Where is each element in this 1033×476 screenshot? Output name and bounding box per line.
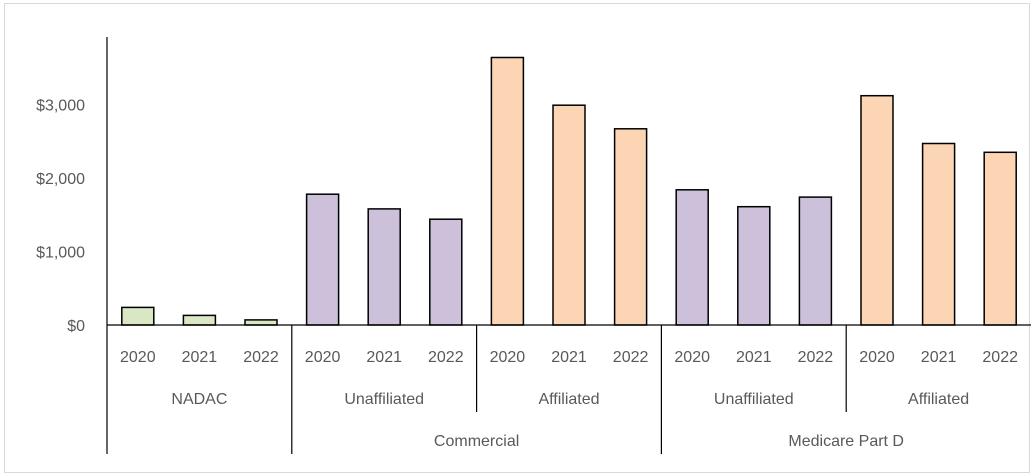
bar xyxy=(983,151,1017,326)
bar xyxy=(798,196,833,326)
x-tick-label: 2022 xyxy=(982,349,1018,366)
bar xyxy=(305,193,340,326)
x-tick-label: 2021 xyxy=(182,349,218,366)
x-tick-label: 2020 xyxy=(305,349,341,366)
bar xyxy=(921,142,956,326)
y-tick-label: $3,000 xyxy=(36,98,85,115)
x-tick-label: 2020 xyxy=(120,349,156,366)
bar xyxy=(182,314,217,326)
bar xyxy=(737,205,771,326)
x-tick-label: 2021 xyxy=(736,349,772,366)
group-label: Affiliated xyxy=(908,391,969,408)
x-tick-label: 2021 xyxy=(366,349,402,366)
bar xyxy=(121,306,155,326)
group-label: Unaffiliated xyxy=(344,391,424,408)
parent-group-label: Medicare Part D xyxy=(788,433,904,450)
bar xyxy=(429,218,463,326)
parent-group-label: Commercial xyxy=(434,433,519,450)
y-tick-label: $2,000 xyxy=(36,171,85,188)
x-tick-label: 2022 xyxy=(613,349,649,366)
group-label: Unaffiliated xyxy=(714,391,794,408)
y-tick-label: $1,000 xyxy=(36,245,85,262)
x-tick-label: 2021 xyxy=(921,349,957,366)
bar xyxy=(244,319,278,326)
x-tick-label: 2020 xyxy=(490,349,526,366)
x-tick-label: 2022 xyxy=(798,349,834,366)
chart-frame: $0 $1,000 $2,000 $3,000 2020 2021 2022 2020 2021… xyxy=(4,3,1031,473)
x-tick-label: 2022 xyxy=(428,349,464,366)
bar xyxy=(860,94,894,326)
x-tick-label: 2020 xyxy=(859,349,895,366)
bar xyxy=(367,208,401,326)
x-tick-label: 2022 xyxy=(243,349,279,366)
bar-chart: $0 $1,000 $2,000 $3,000 2020 2021 2022 2020 2021… xyxy=(36,37,1031,454)
x-tick-label: 2021 xyxy=(551,349,587,366)
y-tick-label: $0 xyxy=(67,318,85,335)
bar xyxy=(490,56,525,326)
bar xyxy=(552,104,586,326)
group-label: NADAC xyxy=(171,391,227,408)
bar xyxy=(613,128,648,326)
x-tick-label: 2020 xyxy=(674,349,710,366)
bar xyxy=(675,189,709,326)
group-label: Affiliated xyxy=(538,391,599,408)
